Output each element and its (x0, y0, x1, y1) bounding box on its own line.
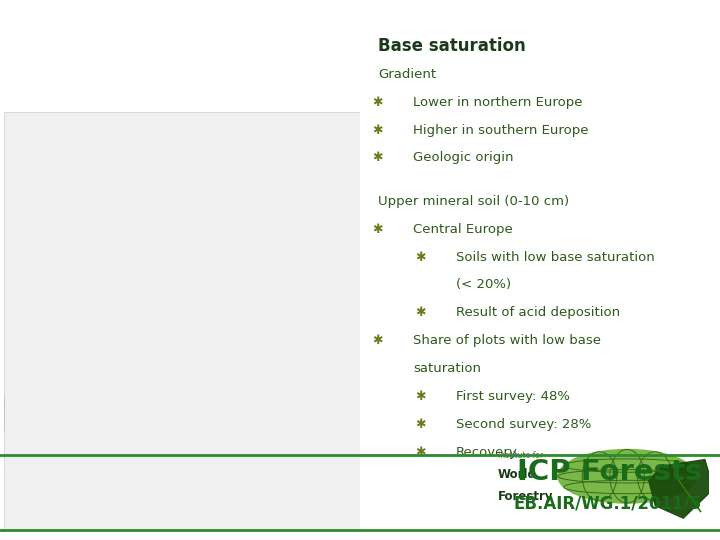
Text: Gradient: Gradient (378, 68, 436, 81)
Text: ICP Forests: ICP Forests (517, 458, 702, 487)
Text: ✱: ✱ (372, 124, 383, 137)
Text: World: World (498, 468, 536, 481)
Text: ✱: ✱ (372, 222, 383, 235)
FancyBboxPatch shape (4, 112, 360, 530)
Text: Second survey: 28%: Second survey: 28% (456, 418, 592, 431)
Circle shape (2, 377, 71, 452)
Text: Lower in northern Europe: Lower in northern Europe (413, 96, 583, 109)
Text: LRTAP: LRTAP (79, 386, 161, 410)
Text: ✱: ✱ (415, 390, 426, 403)
Text: Long-range Transboundary Air Pollution: Long-range Transboundary Air Pollution (79, 430, 221, 436)
Text: ✱: ✱ (372, 334, 383, 347)
Text: saturation: saturation (413, 362, 482, 375)
Text: ✱: ✱ (415, 446, 426, 459)
Text: Higher in southern Europe: Higher in southern Europe (413, 124, 589, 137)
Circle shape (558, 449, 696, 503)
Text: Forestry: Forestry (498, 490, 553, 503)
Text: Central Europe: Central Europe (413, 222, 513, 235)
Text: Share of plots with low base: Share of plots with low base (413, 334, 601, 347)
Text: Base saturation: Base saturation (378, 37, 526, 55)
Text: Upper mineral soil (0-10 cm): Upper mineral soil (0-10 cm) (378, 195, 569, 208)
Text: (< 20%): (< 20%) (456, 279, 511, 292)
Text: Recovery: Recovery (456, 446, 518, 459)
Text: First survey: 48%: First survey: 48% (456, 390, 570, 403)
Text: Geologic origin: Geologic origin (413, 152, 514, 165)
Text: EB.AIR/WG.1/2011/5: EB.AIR/WG.1/2011/5 (514, 494, 702, 512)
Text: Institute for: Institute for (498, 451, 543, 460)
Text: ✱: ✱ (415, 418, 426, 431)
Text: ✱: ✱ (415, 251, 426, 264)
Text: ✱: ✱ (415, 306, 426, 319)
Text: Soils with low base saturation: Soils with low base saturation (456, 251, 655, 264)
Polygon shape (649, 460, 714, 518)
Text: ✱: ✱ (372, 96, 383, 109)
Text: Result of acid deposition: Result of acid deposition (456, 306, 621, 319)
Text: ✱: ✱ (372, 152, 383, 165)
